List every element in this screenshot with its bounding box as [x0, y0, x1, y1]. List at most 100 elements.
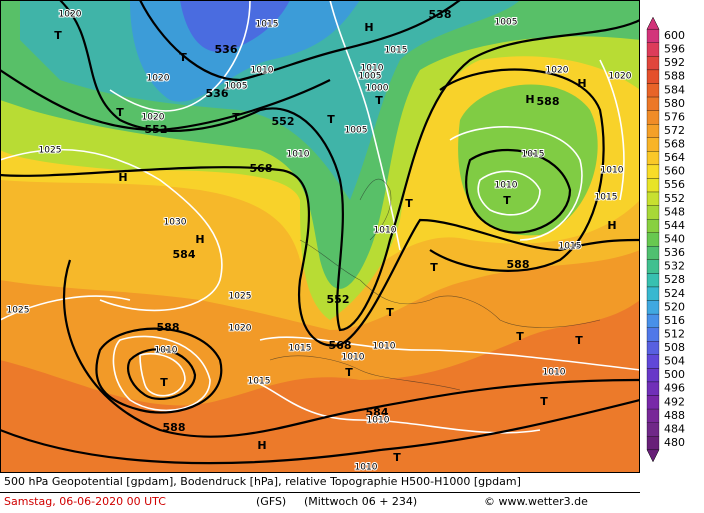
colorbar-swatch: [646, 110, 660, 125]
pressure-center: T: [405, 197, 413, 210]
colorbar-swatch: [646, 124, 660, 138]
pressure-center: H: [257, 439, 266, 452]
isobar-label: 1020: [142, 113, 165, 123]
colorbar-label: 548: [664, 205, 685, 218]
isobar-label: 1015: [248, 377, 271, 387]
colorbar-label: 568: [664, 138, 685, 151]
pressure-center: T: [540, 395, 548, 408]
colorbar-swatch: [646, 354, 660, 369]
colorbar-label: 496: [664, 382, 685, 395]
geopotential-contours: [0, 0, 640, 465]
footer-model: (GFS): [256, 495, 286, 508]
isobar-label: 1010: [373, 342, 396, 352]
pressure-center: H: [364, 21, 373, 34]
colorbar-swatch: [646, 137, 660, 152]
contour-label: 568: [329, 339, 352, 352]
colorbar-swatch: [646, 422, 660, 437]
colorbar-swatch: [646, 368, 660, 383]
colorbar-swatch: [646, 246, 660, 261]
isobar-label: 1000: [366, 84, 389, 94]
footer-date: Samstag, 06-06-2020 00 UTC: [4, 495, 166, 508]
colorbar-swatch: [646, 205, 660, 220]
colorbar-swatch: [646, 178, 660, 193]
colorbar-swatch: [646, 300, 660, 315]
colorbar-swatch: [646, 436, 660, 450]
pressure-center: H: [525, 93, 534, 106]
colorbar-swatch: [646, 69, 660, 84]
colorbar-label: 524: [664, 287, 685, 300]
pressure-center: T: [160, 376, 168, 389]
pressure-center: T: [116, 106, 124, 119]
isobar-label: 1020: [546, 66, 569, 76]
contour-label: 588: [537, 95, 560, 108]
colorbar-label: 576: [664, 110, 685, 123]
colorbar-label: 536: [664, 246, 685, 259]
pressure-center: T: [232, 111, 240, 124]
colorbar-label: 596: [664, 43, 685, 56]
isobar-label: 1015: [385, 46, 408, 56]
colorbar-label: 580: [664, 97, 685, 110]
colorbar-label: 512: [664, 327, 685, 340]
isobar-label: 1030: [164, 218, 187, 228]
isobar-label: 1025: [7, 306, 30, 316]
isobar-label: 1005: [359, 72, 382, 82]
isobar-label: 1010: [543, 368, 566, 378]
colorbar-label: 532: [664, 260, 685, 273]
isobar-label: 1010: [155, 346, 178, 356]
pressure-center: T: [386, 306, 394, 319]
colorbar-swatch: [646, 259, 660, 274]
contour-label: 552: [327, 293, 350, 306]
colorbar-label: 480: [664, 436, 685, 449]
colorbar-label: 572: [664, 124, 685, 137]
colorbar-swatch: [646, 164, 660, 179]
pressure-center: T: [575, 334, 583, 347]
isobar-label: 1015: [595, 193, 618, 203]
colorbar-label: 484: [664, 422, 685, 435]
pressure-center: T: [516, 330, 524, 343]
colorbar-label: 500: [664, 368, 685, 381]
contour-label: 538: [429, 8, 452, 21]
isobar-label: 1025: [229, 292, 252, 302]
isobar-label: 1015: [289, 344, 312, 354]
colorbar-label: 584: [664, 83, 685, 96]
isobar-label: 1010: [251, 66, 274, 76]
isobar-label: 1020: [59, 10, 82, 20]
isobar-label: 1015: [256, 20, 279, 30]
isobar-label: 1010: [287, 150, 310, 160]
isobar-label: 1020: [147, 74, 170, 84]
pressure-center: H: [195, 233, 204, 246]
colorbar-label: 540: [664, 233, 685, 246]
isobar-label: 1010: [367, 416, 390, 426]
pressure-center: T: [327, 113, 335, 126]
pressure-center: H: [577, 77, 586, 90]
colorbar-label: 560: [664, 165, 685, 178]
colorbar-swatch: [646, 96, 660, 111]
colorbar-swatch: [646, 29, 660, 43]
footer-run: (Mittwoch 06 + 234): [304, 495, 417, 508]
colorbar-label: 588: [664, 70, 685, 83]
colorbar-swatch: [646, 218, 660, 233]
colorbar-swatch: [646, 232, 660, 247]
colorbar-label: 504: [664, 355, 685, 368]
contour-label: 584: [366, 406, 389, 419]
pressure-center: H: [118, 171, 127, 184]
isobar-label: 1010: [601, 166, 624, 176]
pressure-center: T: [430, 261, 438, 274]
isobar-label: 1005: [225, 82, 248, 92]
isobar-label: 1020: [609, 72, 632, 82]
colorbar-label: 592: [664, 56, 685, 69]
colorbar-swatch: [646, 341, 660, 355]
colorbar-swatch: [646, 42, 660, 57]
contour-label: 536: [206, 87, 229, 100]
isobars: [0, 0, 640, 434]
footer-site: © www.wetter3.de: [484, 495, 588, 508]
colorbar-label: 516: [664, 314, 685, 327]
isobar-label: 1015: [522, 150, 545, 160]
isobar-label: 1005: [495, 18, 518, 28]
colorbar-label: 508: [664, 341, 685, 354]
colorbar-arrow: [646, 449, 660, 463]
contour-label: 552: [145, 123, 168, 136]
colorbar-label: 552: [664, 192, 685, 205]
colorbar-label: 520: [664, 300, 685, 313]
